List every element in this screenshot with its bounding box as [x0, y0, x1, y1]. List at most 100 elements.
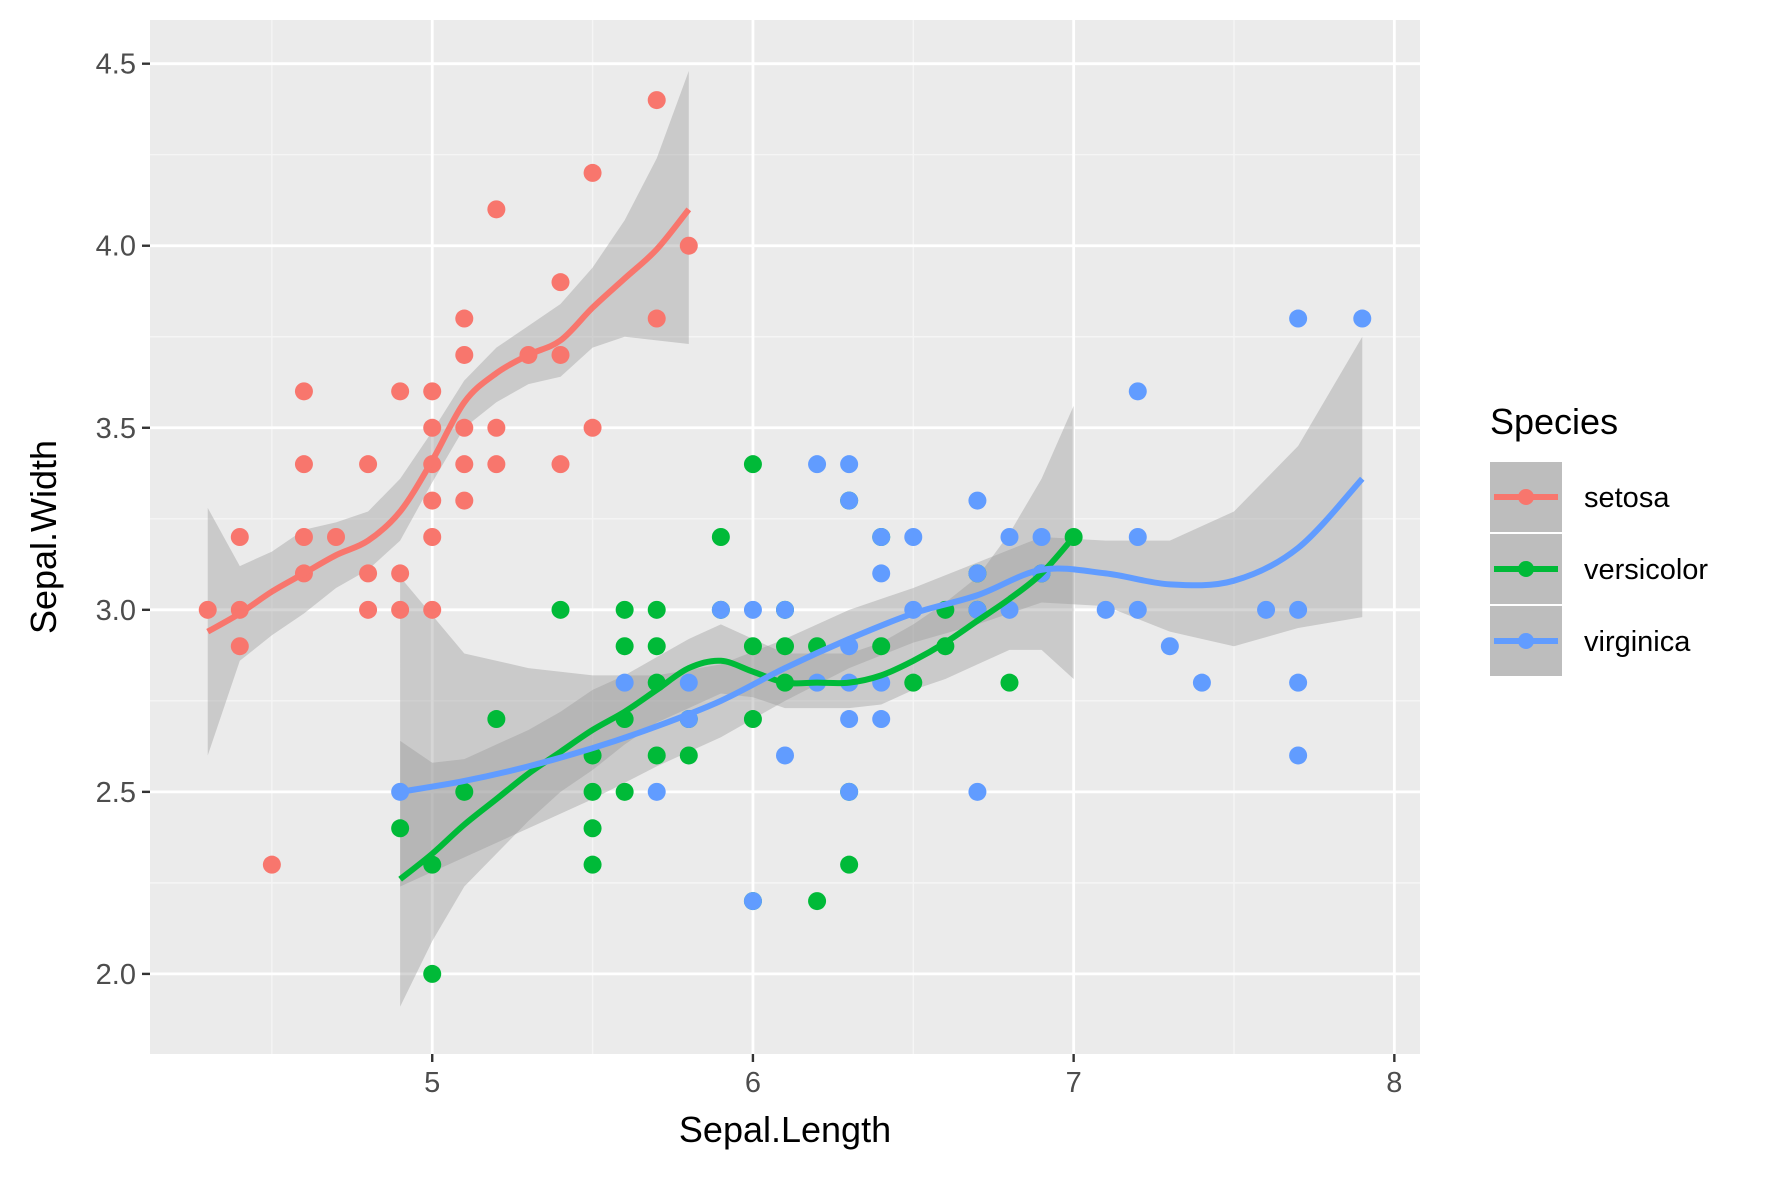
- setosa-legend-point: [1518, 489, 1534, 505]
- setosa-point: [294, 528, 313, 546]
- virginica-point: [968, 491, 987, 510]
- legend-label-setosa: setosa: [1584, 482, 1670, 514]
- virginica-point: [1289, 673, 1308, 692]
- versicolor-point: [647, 746, 666, 765]
- setosa-point: [583, 418, 602, 437]
- versicolor-point: [872, 637, 891, 656]
- versicolor-point: [840, 855, 859, 874]
- versicolor-legend-point: [1518, 561, 1534, 577]
- virginica-confidence-band: [400, 336, 1363, 887]
- virginica-point: [1353, 309, 1372, 328]
- x-tick-label: 8: [1386, 1067, 1402, 1099]
- setosa-point: [551, 455, 570, 474]
- setosa-point: [423, 600, 442, 619]
- y-axis: 2.0 2.5 3.0 3.5 4.0 4.5: [96, 49, 150, 991]
- setosa-point: [455, 345, 474, 364]
- virginica-point: [1257, 600, 1276, 619]
- setosa-point: [230, 637, 249, 656]
- virginica-point: [776, 600, 794, 619]
- setosa-point: [359, 600, 378, 619]
- x-tick-label: 7: [1066, 1067, 1082, 1099]
- setosa-point: [327, 528, 346, 546]
- virginica-point: [840, 710, 859, 729]
- setosa-point: [391, 382, 410, 401]
- virginica-point: [743, 600, 762, 619]
- setosa-point: [391, 600, 410, 619]
- setosa-point: [647, 91, 666, 110]
- versicolor-point: [551, 600, 570, 619]
- virginica-point: [679, 673, 698, 692]
- versicolor-point: [904, 673, 923, 692]
- versicolor-point: [711, 528, 730, 546]
- versicolor-point: [583, 855, 602, 874]
- y-tick-label: 2.0: [96, 959, 136, 991]
- versicolor-point: [743, 455, 762, 474]
- setosa-point: [294, 382, 313, 401]
- virginica-point: [808, 455, 827, 474]
- setosa-point: [551, 345, 570, 364]
- virginica-point: [1128, 382, 1147, 401]
- versicolor-point: [615, 637, 634, 656]
- setosa-point: [423, 382, 442, 401]
- virginica-point: [647, 782, 666, 801]
- virginica-point: [743, 892, 762, 911]
- virginica-point: [968, 564, 987, 583]
- setosa-point: [679, 236, 698, 255]
- y-tick-label: 4.0: [96, 231, 136, 263]
- setosa-point: [455, 418, 474, 437]
- versicolor-point: [647, 637, 666, 656]
- setosa-point: [359, 564, 378, 583]
- legend-label-versicolor: versicolor: [1584, 554, 1708, 586]
- virginica-point: [711, 600, 730, 619]
- versicolor-point: [808, 892, 827, 911]
- setosa-point: [487, 455, 506, 474]
- setosa-point: [487, 418, 506, 437]
- setosa-point: [423, 491, 442, 510]
- virginica-point: [1289, 600, 1308, 619]
- setosa-point: [647, 309, 666, 328]
- virginica-point: [1096, 600, 1115, 619]
- setosa-point: [455, 309, 474, 328]
- virginica-point: [1160, 637, 1179, 656]
- versicolor-point: [615, 600, 634, 619]
- virginica-point: [615, 673, 634, 692]
- versicolor-point: [583, 819, 602, 838]
- virginica-point: [840, 782, 859, 801]
- virginica-legend-point: [1518, 633, 1534, 649]
- virginica-point: [904, 528, 923, 546]
- versicolor-point: [615, 782, 634, 801]
- versicolor-point: [391, 819, 410, 838]
- y-tick-label: 3.5: [96, 413, 136, 445]
- versicolor-point: [1000, 673, 1019, 692]
- setosa-point: [487, 200, 506, 219]
- virginica-point: [872, 564, 891, 583]
- versicolor-point: [679, 746, 698, 765]
- confidence-bands: [207, 70, 1363, 1007]
- legend-title: Species: [1490, 401, 1618, 442]
- x-axis-title: Sepal.Length: [679, 1109, 891, 1150]
- versicolor-point: [647, 600, 666, 619]
- plot-panel: [150, 20, 1420, 1054]
- virginica-point: [776, 746, 794, 765]
- setosa-point: [262, 855, 281, 874]
- setosa-point: [230, 528, 249, 546]
- y-axis-title: Sepal.Width: [23, 440, 64, 634]
- y-tick-label: 3.0: [96, 595, 136, 627]
- setosa-smooth-line: [206, 207, 692, 635]
- virginica-point: [968, 782, 987, 801]
- virginica-point: [872, 528, 891, 546]
- virginica-point: [1032, 528, 1051, 546]
- virginica-point: [1289, 746, 1308, 765]
- setosa-point: [294, 455, 313, 474]
- setosa-point: [423, 528, 442, 546]
- setosa-point: [391, 564, 410, 583]
- legend-label-virginica: virginica: [1584, 626, 1691, 658]
- setosa-point: [198, 600, 217, 619]
- virginica-point: [840, 491, 859, 510]
- virginica-point: [1192, 673, 1211, 692]
- versicolor-point: [743, 637, 762, 656]
- x-tick-label: 6: [745, 1067, 761, 1099]
- smooth-lines: [206, 207, 1365, 882]
- versicolor-point: [743, 710, 762, 729]
- legend-keys: setosa versicolor virginica: [1490, 462, 1708, 676]
